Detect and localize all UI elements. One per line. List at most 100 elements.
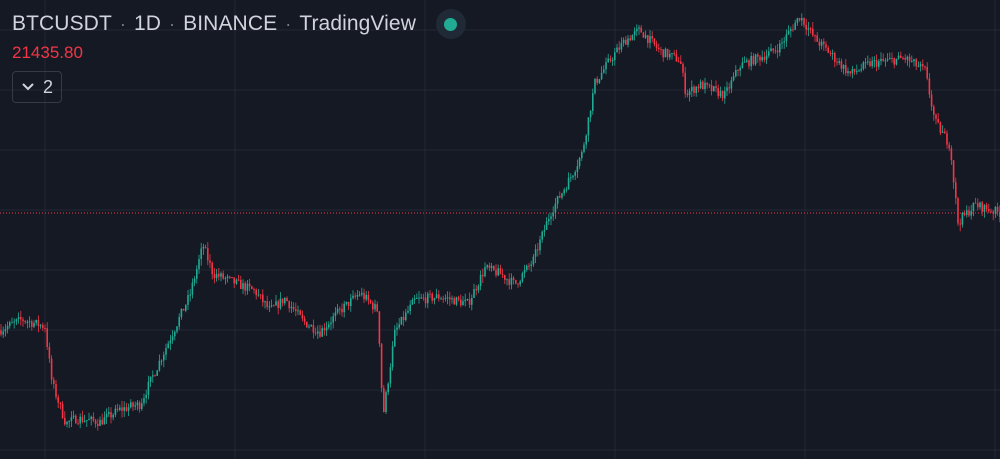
symbol-name[interactable]: BTCUSDT bbox=[12, 12, 112, 35]
candle-body-up bbox=[895, 58, 898, 65]
candle-body-up bbox=[127, 407, 130, 411]
candle-body-up bbox=[587, 117, 590, 136]
candle-body-up bbox=[611, 60, 614, 62]
candle-body-up bbox=[695, 86, 697, 93]
candle-body-down bbox=[50, 358, 53, 380]
candle-body-up bbox=[785, 34, 788, 42]
candle-body-up bbox=[966, 210, 968, 215]
candle-body-down bbox=[717, 88, 719, 97]
candle-body-down bbox=[849, 71, 851, 74]
candle-body-up bbox=[35, 319, 37, 324]
legend-separator: · bbox=[285, 13, 292, 34]
candle-body-up bbox=[616, 47, 618, 53]
candle-body-down bbox=[209, 260, 211, 263]
candle-body-down bbox=[292, 306, 295, 310]
indicators-toggle-button[interactable]: 2 bbox=[12, 71, 62, 103]
interval-label[interactable]: 1D bbox=[133, 12, 162, 35]
candle-body-up bbox=[878, 61, 880, 67]
candle-body-down bbox=[710, 85, 713, 91]
candle-body-down bbox=[48, 346, 51, 359]
candle-body-down bbox=[963, 213, 966, 215]
candle-body-down bbox=[834, 53, 836, 62]
candle-body-up bbox=[284, 297, 286, 304]
candle-body-down bbox=[339, 308, 341, 310]
candle-body-down bbox=[286, 297, 288, 302]
candle-body-up bbox=[554, 203, 557, 213]
candle-body-down bbox=[61, 403, 64, 418]
candle-body-down bbox=[266, 301, 268, 308]
candle-body-down bbox=[482, 274, 484, 277]
candle-body-up bbox=[490, 265, 493, 268]
candle-body-down bbox=[809, 28, 812, 30]
candle-body-up bbox=[464, 299, 466, 302]
market-status-icon[interactable] bbox=[435, 9, 466, 39]
candle-body-down bbox=[354, 295, 356, 297]
candle-body-down bbox=[20, 317, 22, 320]
candle-body-up bbox=[365, 294, 367, 300]
candle-body-up bbox=[400, 316, 403, 325]
candle-body-down bbox=[952, 160, 955, 183]
candle-body-up bbox=[407, 310, 409, 313]
candle-body-down bbox=[314, 332, 317, 334]
candle-body-down bbox=[323, 328, 326, 331]
candle-body-up bbox=[158, 360, 161, 371]
candle-body-down bbox=[680, 61, 682, 64]
candle-body-down bbox=[915, 59, 917, 67]
candle-body-down bbox=[805, 24, 807, 30]
legend-separator: · bbox=[119, 13, 126, 34]
candle-body-up bbox=[871, 60, 873, 66]
candle-body-up bbox=[433, 298, 436, 301]
candle-body-down bbox=[231, 276, 233, 278]
candle-body-up bbox=[310, 325, 312, 327]
candle-body-up bbox=[807, 28, 810, 30]
candle-body-up bbox=[768, 51, 770, 56]
candle-body-down bbox=[655, 44, 658, 48]
indicators-count: 2 bbox=[42, 76, 53, 97]
candle-body-down bbox=[303, 318, 306, 322]
candle-body-down bbox=[772, 48, 774, 51]
candle-body-down bbox=[380, 343, 383, 389]
candle-body-up bbox=[420, 297, 422, 299]
candle-body-down bbox=[977, 203, 979, 208]
candle-body-up bbox=[191, 282, 194, 295]
candle-body-down bbox=[528, 265, 530, 267]
symbol-legend[interactable]: BTCUSDT · 1D · BINANCE · TradingView bbox=[12, 9, 466, 39]
candle-body-up bbox=[112, 414, 114, 418]
candle-body-down bbox=[853, 68, 856, 72]
candle-body-down bbox=[752, 55, 755, 65]
candle-body-down bbox=[517, 283, 519, 285]
candle-body-down bbox=[438, 294, 440, 299]
candle-body-up bbox=[275, 301, 277, 306]
candle-body-up bbox=[149, 376, 152, 382]
candle-body-up bbox=[636, 28, 638, 32]
candle-body-up bbox=[739, 67, 741, 71]
candle-body-up bbox=[4, 329, 7, 332]
candle-body-up bbox=[215, 273, 218, 279]
candle-body-down bbox=[240, 279, 242, 289]
candle-body-up bbox=[416, 297, 418, 299]
candle-body-down bbox=[827, 47, 829, 53]
candle-body-up bbox=[713, 86, 715, 91]
candle-body-down bbox=[495, 269, 497, 276]
candle-body-down bbox=[138, 402, 141, 409]
candle-body-up bbox=[13, 321, 15, 323]
candle-body-down bbox=[347, 301, 350, 307]
candle-body-up bbox=[561, 193, 563, 198]
candle-body-up bbox=[620, 42, 623, 50]
candle-body-up bbox=[526, 265, 528, 270]
candle-body-up bbox=[581, 152, 583, 158]
candle-body-up bbox=[242, 283, 244, 289]
candle-body-up bbox=[103, 417, 106, 425]
candle-body-up bbox=[796, 18, 799, 23]
candle-body-up bbox=[572, 175, 574, 178]
candle-body-up bbox=[614, 52, 616, 61]
candle-body-up bbox=[565, 189, 568, 191]
candle-body-down bbox=[383, 388, 385, 412]
candle-body-down bbox=[715, 86, 717, 89]
candle-body-down bbox=[363, 292, 365, 300]
candle-body-down bbox=[981, 202, 983, 212]
candle-body-up bbox=[226, 276, 229, 278]
candle-body-down bbox=[682, 63, 684, 73]
candle-body-down bbox=[812, 28, 814, 36]
